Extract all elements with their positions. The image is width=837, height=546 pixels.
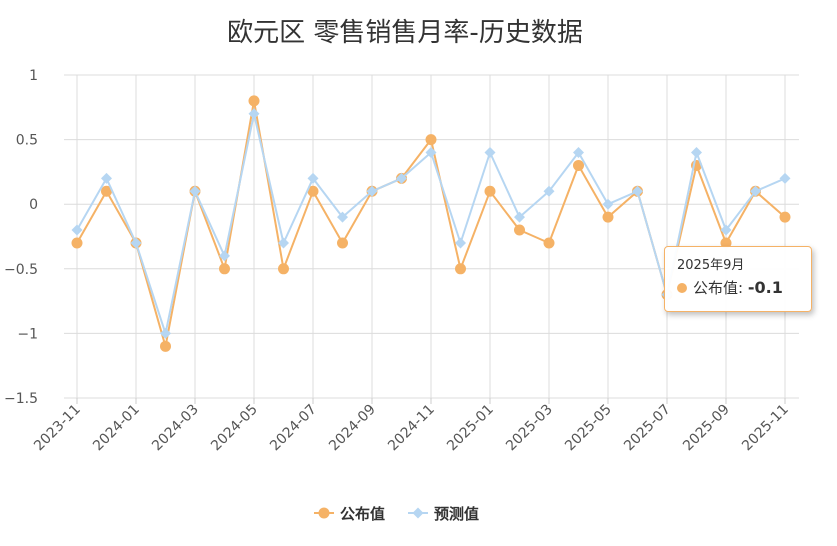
tooltip-row: 公布值: -0.1 bbox=[677, 277, 799, 299]
y-axis: 1 0.5 0 −0.5 −1 −1.5 bbox=[4, 68, 38, 407]
x-tick-label: 2025-05 bbox=[562, 402, 615, 455]
forecast-point bbox=[602, 198, 614, 210]
published-point bbox=[101, 185, 112, 197]
forecast-point bbox=[189, 185, 201, 197]
x-tick-label: 2024-09 bbox=[326, 402, 379, 455]
forecast-point bbox=[160, 327, 171, 339]
published-point bbox=[219, 263, 230, 275]
forecast-point bbox=[691, 147, 702, 159]
forecast-point bbox=[720, 224, 732, 236]
y-tick-label: 1 bbox=[29, 68, 38, 84]
tooltip-header: 2025年9月 bbox=[677, 258, 745, 273]
x-tick-label: 2025-07 bbox=[621, 402, 674, 455]
tooltip: 2025年9月 公布值: -0.1 bbox=[664, 246, 812, 312]
forecast-point bbox=[101, 172, 112, 184]
x-tick-label: 2025-11 bbox=[739, 402, 792, 455]
x-tick-label: 2025-03 bbox=[503, 402, 556, 455]
tooltip-series-name: 公布值 bbox=[693, 279, 739, 297]
published-point bbox=[779, 211, 791, 223]
chart-title: 欧元区 零售销售月率-历史数据 bbox=[227, 18, 583, 48]
forecast-point bbox=[307, 172, 319, 184]
published-point bbox=[573, 159, 584, 171]
y-tick-label: 0.5 bbox=[16, 133, 38, 149]
forecast-point bbox=[219, 250, 230, 262]
forecast-point bbox=[425, 147, 437, 159]
published-point bbox=[455, 263, 466, 275]
forecast-point bbox=[396, 172, 407, 184]
x-tick-label: 2024-05 bbox=[208, 402, 261, 455]
forecast-point bbox=[455, 237, 466, 249]
x-tick-label: 2023-11 bbox=[31, 402, 84, 455]
published-point bbox=[160, 340, 171, 352]
forecast-point bbox=[514, 211, 525, 223]
forecast-point bbox=[130, 237, 142, 249]
legend-label: 公布值 bbox=[340, 505, 385, 523]
series-dot-icon bbox=[677, 283, 687, 293]
published-point bbox=[514, 224, 525, 236]
y-tick-label: 0 bbox=[29, 197, 38, 213]
x-tick-label: 2025-01 bbox=[444, 402, 497, 455]
forecast-point bbox=[750, 185, 761, 197]
forecast-point bbox=[573, 147, 584, 159]
x-tick-label: 2024-01 bbox=[90, 402, 143, 455]
published-point bbox=[307, 185, 319, 197]
published-point bbox=[71, 237, 83, 249]
published-point bbox=[425, 134, 437, 146]
grid bbox=[64, 74, 799, 404]
tooltip-value: -0.1 bbox=[747, 278, 783, 297]
published-point bbox=[543, 237, 555, 249]
legend-circle-icon bbox=[318, 507, 330, 519]
legend-label: 预测值 bbox=[434, 505, 479, 523]
published-point bbox=[248, 95, 260, 107]
forecast-point bbox=[248, 108, 260, 120]
x-tick-label: 2024-11 bbox=[385, 402, 438, 455]
forecast-point bbox=[632, 185, 643, 197]
forecast-point bbox=[337, 211, 348, 223]
plot-area[interactable] bbox=[71, 95, 791, 352]
x-axis: 2023-11 2024-01 2024-03 2024-05 2024-07 2024-… bbox=[31, 402, 792, 455]
forecast-point bbox=[278, 237, 289, 249]
x-tick-label: 2025-09 bbox=[680, 402, 733, 455]
forecast-point bbox=[779, 172, 791, 184]
x-tick-label: 2024-03 bbox=[149, 402, 202, 455]
published-point bbox=[337, 237, 348, 249]
y-tick-label: −1.5 bbox=[4, 391, 38, 407]
legend-item-forecast[interactable]: 预测值 bbox=[408, 505, 479, 523]
legend-item-published[interactable]: 公布值 bbox=[314, 505, 385, 523]
x-tick-label: 2024-07 bbox=[267, 402, 320, 455]
published-point bbox=[484, 185, 496, 197]
forecast-point bbox=[543, 185, 555, 197]
forecast-point bbox=[366, 185, 378, 197]
legend-diamond-icon bbox=[412, 507, 424, 519]
legend[interactable]: 公布值 预测值 bbox=[314, 505, 479, 523]
forecast-point bbox=[484, 147, 496, 159]
published-point bbox=[720, 237, 732, 249]
published-point bbox=[278, 263, 289, 275]
y-tick-label: −1 bbox=[17, 326, 38, 342]
published-point bbox=[602, 211, 614, 223]
y-tick-label: −0.5 bbox=[4, 262, 38, 278]
forecast-point bbox=[71, 224, 83, 236]
